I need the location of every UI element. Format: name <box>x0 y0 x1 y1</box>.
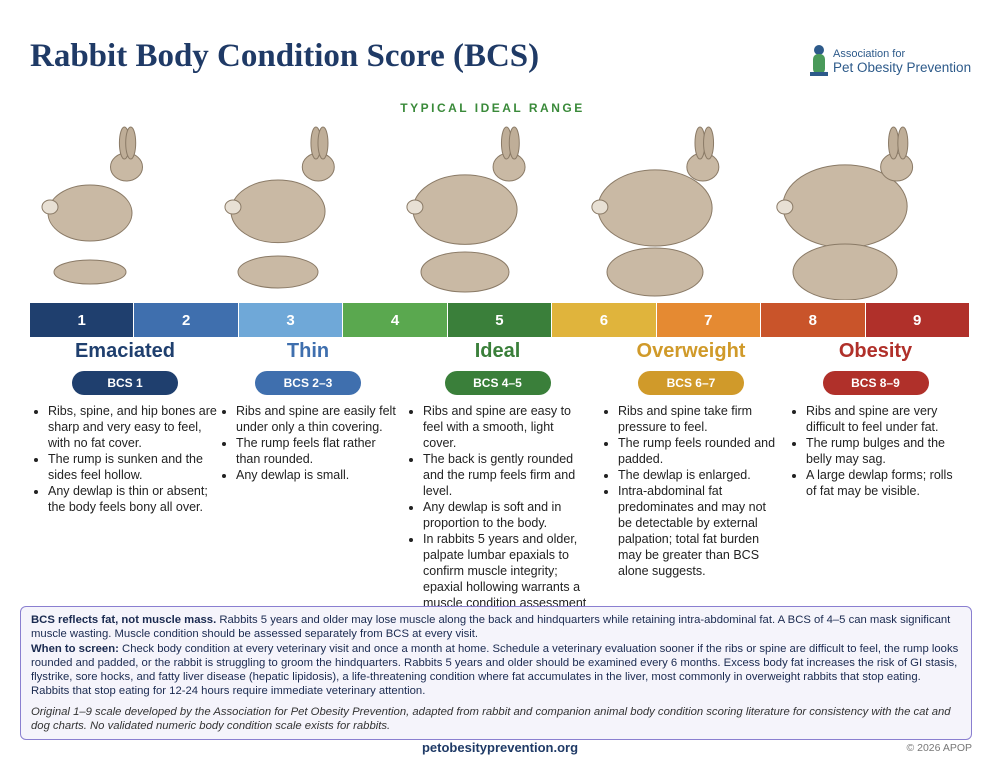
rabbit-side <box>776 126 914 249</box>
note-lead: BCS reflects fat, not muscle mass. <box>31 614 217 626</box>
scale-cell: 8 <box>761 303 866 337</box>
rabbit-top <box>53 259 127 285</box>
rabbit-top <box>792 243 898 300</box>
bullet: The rump is sunken and the sides feel ho… <box>48 451 220 483</box>
rabbit-head <box>880 152 914 182</box>
rabbit-tail <box>224 199 242 215</box>
bullet: Ribs, spine, and hip bones are sharp and… <box>48 403 220 451</box>
score-group: Overweight BCS 6–7 Ribs and spine take fir… <box>600 340 782 579</box>
group-badge: BCS 8–9 <box>822 371 929 395</box>
group-name: Thin <box>286 340 330 362</box>
rabbit-ear <box>508 126 520 160</box>
rabbit-side <box>591 126 720 247</box>
logo: Association for Pet Obesity Prevention <box>806 42 986 82</box>
note-lead: When to screen: <box>31 642 119 655</box>
bullet: Intra-abdominal fat predominates and may… <box>618 483 782 579</box>
bullet-list: Ribs and spine are very difficult to fee… <box>788 403 963 499</box>
rabbit-tail <box>776 199 794 215</box>
rabbit-top-body <box>606 247 704 297</box>
group-badge: BCS 6–7 <box>638 371 744 395</box>
bullet: The dewlap is enlarged. <box>618 467 782 483</box>
rabbit-tail <box>41 199 59 215</box>
bullet: Ribs and spine take firm pressure to fee… <box>618 403 782 435</box>
rabbit-body <box>230 179 326 244</box>
scale-cell: 3 <box>238 303 344 337</box>
rabbit-side <box>224 126 335 244</box>
scale-cell: 9 <box>865 303 970 337</box>
bullet: Ribs and spine are very difficult to fee… <box>806 403 963 435</box>
logo-line: Pet Obesity Prevention <box>833 60 972 75</box>
copyright: © 2026 APOP <box>906 742 972 754</box>
bullet: The back is gently rounded and the rump … <box>423 451 590 499</box>
bullet: The rump feels rounded and padded. <box>618 435 782 467</box>
rabbit-ear <box>703 126 715 160</box>
scale-cell: 5 <box>447 303 553 337</box>
group-name: Emaciated <box>74 340 176 362</box>
bullet-list: Ribs and spine take firm pressure to fee… <box>600 403 782 579</box>
rabbit-ear <box>897 126 909 160</box>
group-name: Overweight <box>636 340 746 362</box>
scale-cell: 2 <box>134 303 239 337</box>
rabbit-top <box>420 251 510 293</box>
rabbit-top-body <box>420 251 510 293</box>
scale-cell: 4 <box>343 303 448 337</box>
scale-cell: 1 <box>30 303 135 337</box>
note-text: Check body condition at every veterinary… <box>31 642 959 698</box>
rabbit-top <box>606 247 704 297</box>
bullet: Any dewlap is thin or absent; the body f… <box>48 483 220 515</box>
bullet: Any dewlap is small. <box>236 467 398 483</box>
logo-line: Association for <box>833 48 906 60</box>
bullet: Ribs and spine are easy to feel with a s… <box>423 403 590 451</box>
note-box: BCS reflects fat, not muscle mass. Rabbi… <box>20 606 972 740</box>
group-name: Obesity <box>838 340 913 362</box>
rabbit-illustrations <box>41 126 914 300</box>
group-badge: BCS 4–5 <box>444 371 551 395</box>
bullet-list: Ribs and spine are easy to feel with a s… <box>405 403 590 611</box>
bullet: Any dewlap is soft and in proportion to … <box>423 499 590 531</box>
logo-icon <box>810 45 828 76</box>
group-name: Ideal <box>474 340 521 362</box>
bullet: A large dewlap forms; rolls of fat may b… <box>806 467 963 499</box>
group-badge: BCS 1 <box>72 371 178 395</box>
bullet: The rump feels flat rather than rounded. <box>236 435 398 467</box>
rabbit-ear <box>125 126 137 160</box>
rabbit-top-body <box>53 259 127 285</box>
score-group: Emaciated BCS 1 Ribs, spine, and hip bones… <box>30 340 220 515</box>
bullet: Ribs and spine are easily felt under onl… <box>236 403 398 435</box>
rabbit-ear <box>888 126 900 160</box>
rabbit-body <box>47 184 133 242</box>
rabbit-top-body <box>237 255 319 289</box>
bullet: In rabbits 5 years and older, palpate lu… <box>423 531 590 611</box>
bullet-list: Ribs, spine, and hip bones are sharp and… <box>30 403 220 515</box>
bullet-list: Ribs and spine are easily felt under onl… <box>218 403 398 483</box>
rabbit-body <box>597 169 713 247</box>
scale-cell: 6 <box>552 303 657 337</box>
note-text: Rabbits 5 years and older may lose muscl… <box>31 614 951 641</box>
rabbit-side <box>406 126 526 245</box>
bullet: The rump bulges and the belly may sag. <box>806 435 963 467</box>
rabbit-top <box>237 255 319 289</box>
footer-url: petobesityprevention.org <box>421 740 579 755</box>
rabbit-top-body <box>792 243 898 300</box>
score-group: Thin BCS 2–3 Ribs and spine are easily fel… <box>218 340 398 483</box>
rabbit-tail <box>406 199 424 215</box>
ideal-range-label: TYPICAL IDEAL RANGE <box>400 101 585 115</box>
rabbit-tail <box>591 199 609 215</box>
rabbit-ear <box>317 126 329 160</box>
score-group: Obesity BCS 8–9 Ribs and spine are very di… <box>788 340 963 499</box>
group-badge: BCS 2–3 <box>255 371 361 395</box>
rabbit-side <box>41 126 143 242</box>
scale-cell: 7 <box>656 303 762 337</box>
rabbit-body <box>412 174 518 245</box>
page-title: Rabbit Body Condition Score (BCS) <box>30 38 540 74</box>
score-group: Ideal BCS 4–5 Ribs and spine are easy to f… <box>405 340 590 611</box>
note-paragraph: When to screen: Check body condition at … <box>31 642 961 699</box>
note-paragraph: BCS reflects fat, not muscle mass. Rabbi… <box>31 613 961 642</box>
note-footnote: Original 1–9 scale developed by the Asso… <box>31 705 951 733</box>
